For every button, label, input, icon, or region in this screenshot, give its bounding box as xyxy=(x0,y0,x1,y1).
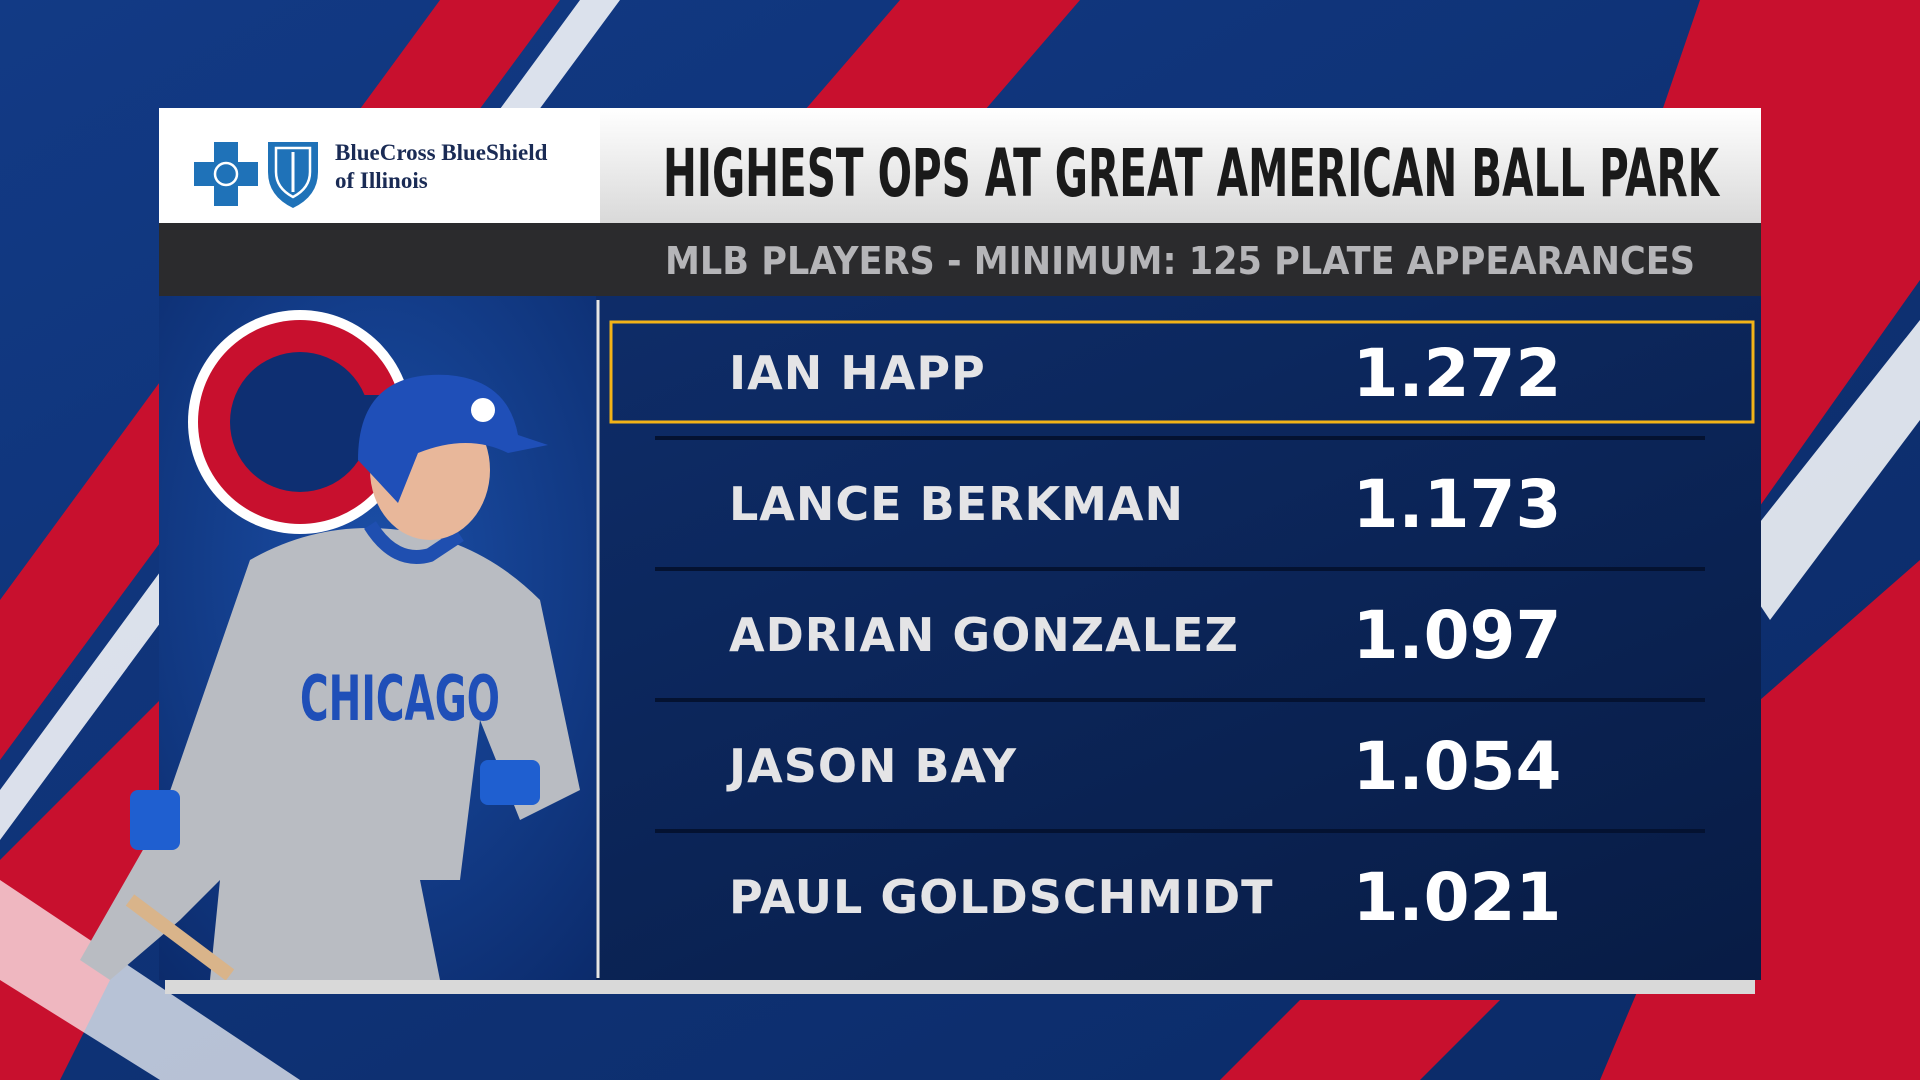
player-name: PAUL GOLDSCHMIDT xyxy=(729,870,1274,924)
title: HIGHEST OPS AT GREAT AMERICAN BALL PARK xyxy=(663,135,1721,212)
leaderboard: IAN HAPP 1.272 LANCE BERKMAN 1.173 ADRIAN GO… xyxy=(609,320,1755,936)
ops-value: 1.173 xyxy=(1353,466,1562,543)
ops-value: 1.097 xyxy=(1353,597,1562,674)
ops-value: 1.021 xyxy=(1353,859,1562,936)
subtitle-bar xyxy=(159,223,1761,296)
svg-text:CHICAGO: CHICAGO xyxy=(300,662,500,735)
highlight-frame xyxy=(609,320,1755,424)
ops-value: 1.272 xyxy=(1353,335,1562,412)
sponsor-region: of Illinois xyxy=(335,168,428,193)
player-name: IAN HAPP xyxy=(729,346,986,400)
team-logo xyxy=(188,310,420,534)
ops-value: 1.054 xyxy=(1353,728,1562,805)
bottom-rule xyxy=(165,980,1755,994)
player-name: LANCE BERKMAN xyxy=(729,477,1184,531)
player-name: ADRIAN GONZALEZ xyxy=(729,608,1239,662)
player-name: JASON BAY xyxy=(726,739,1017,793)
player-illustration: CHICAGO xyxy=(80,374,580,981)
subtitle: MLB PLAYERS - MINIMUM: 125 PLATE APPEARA… xyxy=(665,239,1695,283)
sponsor-name: BlueCross BlueShield xyxy=(335,140,548,165)
sponsor-logo xyxy=(194,142,318,208)
